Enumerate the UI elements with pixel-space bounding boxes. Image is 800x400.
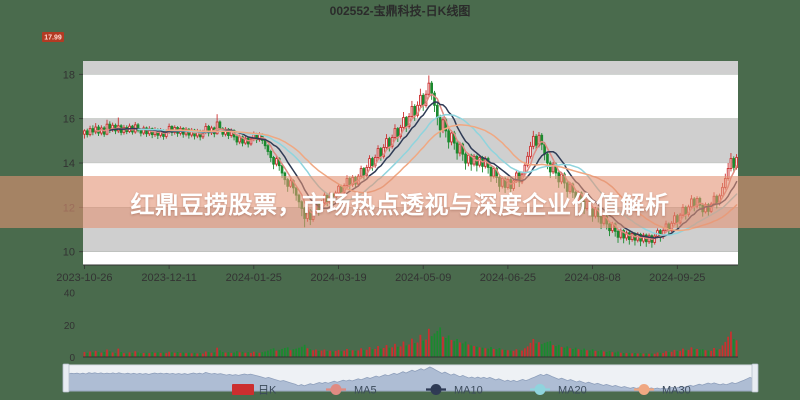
datazoom-slider[interactable]: [62, 363, 759, 393]
svg-text:2023-10-26: 2023-10-26: [56, 272, 112, 284]
svg-text:2024-06-25: 2024-06-25: [480, 272, 536, 284]
svg-text:18: 18: [63, 69, 75, 81]
svg-text:0: 0: [69, 353, 75, 364]
svg-text:2023-12-11: 2023-12-11: [141, 272, 196, 284]
legend-label: MA10: [454, 385, 483, 397]
svg-text:20: 20: [64, 321, 76, 332]
axis-pointer-badge: 17.99: [42, 32, 64, 42]
svg-text:10: 10: [63, 247, 75, 259]
svg-text:2024-01-25: 2024-01-25: [226, 272, 282, 284]
legend-label: MA30: [662, 385, 691, 397]
legend-label: 日K: [258, 385, 277, 397]
legend-item-MA20[interactable]: MA20: [530, 384, 587, 397]
price-split-areas: [83, 61, 738, 357]
legend-item-MA10[interactable]: MA10: [426, 384, 483, 397]
svg-text:2024-03-19: 2024-03-19: [310, 272, 366, 284]
svg-text:2024-05-09: 2024-05-09: [395, 272, 451, 284]
svg-text:2024-09-25: 2024-09-25: [649, 272, 705, 284]
legend-label: MA5: [354, 385, 377, 397]
legend-item-MA5[interactable]: MA5: [326, 384, 377, 397]
legend-label: MA20: [558, 385, 587, 397]
x-axis: 2023-10-26 2023-12-11 2024-01-25 2024-03-19…: [56, 264, 738, 358]
svg-text:14: 14: [63, 158, 75, 170]
legend-item-MA30[interactable]: MA30: [634, 384, 691, 397]
page-title: 002552-宝鼎科技-日K线图: [330, 3, 471, 18]
svg-text:40: 40: [64, 289, 76, 300]
svg-text:12: 12: [63, 202, 75, 214]
volume-axis-labels: 0 20 40: [64, 289, 76, 364]
legend-item-日K[interactable]: 日K: [232, 384, 277, 397]
volume-bar-series[interactable]: [83, 327, 738, 357]
svg-text:2024-08-08: 2024-08-08: [564, 272, 620, 284]
axis-pointer-badge-label: 17.99: [44, 35, 62, 42]
svg-text:16: 16: [63, 114, 75, 126]
chart-legend[interactable]: 日K MA5 MA10 MA20 MA30: [232, 384, 691, 397]
